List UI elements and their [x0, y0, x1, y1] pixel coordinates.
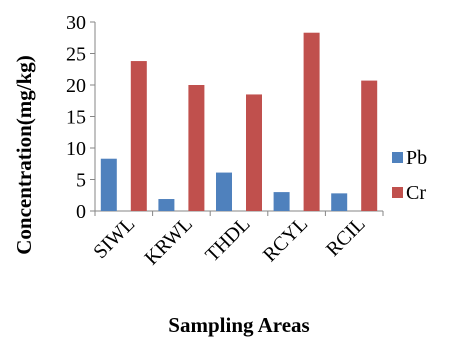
x-tick-label: KRWL [141, 213, 197, 269]
legend: Pb Cr [392, 147, 427, 204]
bar-cr-siwl [130, 61, 147, 212]
bar-pb-thdl [216, 172, 232, 211]
x-tick-label: SIWL [89, 213, 139, 263]
bar-cr-thdl [246, 94, 262, 211]
y-tick-label: 20 [66, 75, 86, 97]
y-tick-label: 10 [66, 138, 86, 160]
x-tick-label: RCYL [259, 213, 312, 266]
bar-cr-krwl [188, 85, 205, 211]
y-tick-label: 5 [76, 170, 86, 192]
x-tick-label: THDL [201, 213, 254, 266]
plot-area: 0 5 10 15 20 25 30 SIWL KRWL THDL RCYL RCIL [66, 12, 384, 269]
x-axis-title: Sampling Areas [168, 313, 309, 337]
bar-pb-krwl [158, 199, 175, 211]
y-tick-label: 30 [66, 12, 86, 34]
legend-swatch-cr [392, 187, 403, 198]
bar-cr-rcyl [303, 32, 320, 212]
bar-cr-rcil [361, 80, 378, 211]
x-tick-label: RCIL [322, 213, 370, 261]
bar-pb-rcyl [273, 192, 290, 211]
y-axis-title: Concentration(mg/kg) [12, 55, 36, 254]
legend-label-pb: Pb [406, 147, 427, 169]
bar-pb-siwl [100, 158, 117, 211]
y-tick-label: 15 [66, 107, 86, 129]
legend-label-cr: Cr [406, 182, 426, 204]
y-tick-label: 0 [76, 201, 86, 223]
legend-swatch-pb [392, 152, 403, 163]
y-tick-label: 25 [66, 44, 86, 66]
bar-pb-rcil [331, 193, 348, 211]
